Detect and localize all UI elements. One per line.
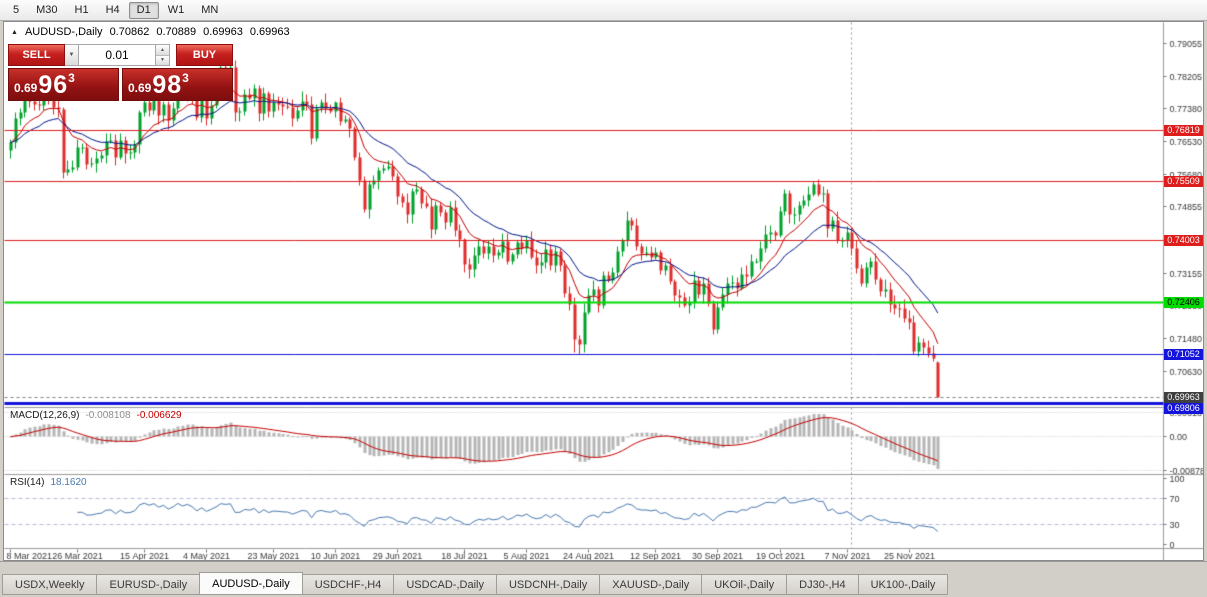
chart-tab-usdchf-h4[interactable]: USDCHF-,H4 (301, 574, 394, 595)
spinner-up-icon[interactable]: ▲ (156, 45, 169, 55)
rsi-value: 18.1620 (50, 477, 87, 488)
buy-price-prefix: 0.69 (128, 81, 152, 95)
chart-tab-audusd-daily[interactable]: AUDUSD-,Daily (199, 572, 303, 595)
level-price-label: 0.71052 (1164, 349, 1203, 360)
level-price-label: 0.76819 (1164, 125, 1203, 136)
level-price-label: 0.72406 (1164, 297, 1203, 308)
buy-price-big: 98 (152, 71, 183, 99)
chart-tab-uk100-daily[interactable]: UK100-,Daily (857, 574, 949, 595)
price-chart-canvas[interactable] (4, 22, 1203, 560)
volume-dropdown-button[interactable]: ▼ (65, 44, 79, 66)
chart-tab-usdcnh-daily[interactable]: USDCNH-,Daily (495, 574, 600, 595)
chevron-down-icon: ▼ (68, 52, 75, 58)
rsi-indicator-label: RSI(14) 18.1620 (10, 477, 93, 488)
buy-price-sup: 3 (182, 71, 189, 85)
timeframe-button-mn[interactable]: MN (201, 3, 219, 16)
timeframe-bar: 5 M30 H1 H4 D1 W1 MN (5, 1, 226, 19)
volume-input[interactable] (79, 44, 156, 66)
timeframe-button-d1[interactable]: D1 (128, 1, 159, 19)
level-price-label: 0.75509 (1164, 176, 1203, 187)
spinner-down-icon[interactable]: ▼ (156, 54, 169, 65)
time-scale[interactable] (4, 549, 1163, 560)
macd-signal-value: -0.006629 (136, 410, 182, 421)
volume-stepper: ▲ ▼ (156, 44, 170, 66)
chart-tab-dj30-h4[interactable]: DJ30-,H4 (786, 574, 858, 595)
one-click-collapse-icon[interactable]: ▲ (11, 28, 18, 36)
chart-window: ▲ AUDUSD-,Daily 0.70862 0.70889 0.69963 … (3, 21, 1204, 561)
chart-tabs-bar: USDX,Weekly EURUSD-,Daily AUDUSD-,Daily USD… (0, 561, 1207, 597)
ohlc-close: 0.69963 (249, 26, 290, 38)
chart-tab-usdcad-daily[interactable]: USDCAD-,Daily (393, 574, 496, 595)
sell-price-big: 96 (38, 71, 69, 99)
chart-symbol-period: AUDUSD-,Daily (24, 26, 103, 38)
macd-indicator-label: MACD(12,26,9) -0.008108 -0.006629 (10, 410, 188, 421)
ohlc-high: 0.70889 (156, 26, 197, 38)
macd-name: MACD(12,26,9) (10, 410, 80, 421)
sell-price-sup: 3 (68, 71, 75, 85)
level-price-label: 0.69806 (1164, 403, 1203, 414)
ohlc-open: 0.70862 (109, 26, 150, 38)
timeframe-button-w1[interactable]: W1 (167, 3, 185, 16)
chart-tab-usdx-weekly[interactable]: USDX,Weekly (2, 574, 97, 595)
buy-button[interactable]: BUY (176, 44, 233, 66)
chart-title: ▲ AUDUSD-,Daily 0.70862 0.70889 0.69963 … (11, 26, 290, 38)
buy-price-display[interactable]: 0.69 98 3 (122, 68, 233, 101)
level-price-label: 0.74003 (1164, 235, 1203, 246)
timeframe-button-m30[interactable]: M30 (36, 3, 58, 16)
price-scale[interactable] (1164, 22, 1203, 549)
tabs-row: USDX,Weekly EURUSD-,Daily AUDUSD-,Daily USD… (2, 572, 949, 595)
toolbar: 5 M30 H1 H4 D1 W1 MN (0, 0, 1207, 21)
rsi-name: RSI(14) (10, 477, 45, 488)
sell-price-prefix: 0.69 (14, 81, 38, 95)
macd-main-value: -0.008108 (85, 410, 131, 421)
one-click-trading-panel: SELL ▼ ▲ ▼ BUY 0.69 96 3 0.69 98 3 (8, 44, 233, 101)
timeframe-button-h4[interactable]: H4 (105, 3, 120, 16)
ohlc-low: 0.69963 (203, 26, 243, 38)
timeframe-button-h1[interactable]: H1 (74, 3, 89, 16)
chart-tab-ukoil-daily[interactable]: UKOil-,Daily (701, 574, 787, 595)
chart-tab-eurusd-daily[interactable]: EURUSD-,Daily (96, 574, 200, 595)
timeframe-button-5[interactable]: 5 (13, 3, 20, 16)
bid-price-label: 0.69963 (1164, 392, 1203, 403)
chart-tab-xauusd-daily[interactable]: XAUUSD-,Daily (599, 574, 702, 595)
sell-price-display[interactable]: 0.69 96 3 (8, 68, 119, 101)
sell-button[interactable]: SELL (8, 44, 65, 66)
